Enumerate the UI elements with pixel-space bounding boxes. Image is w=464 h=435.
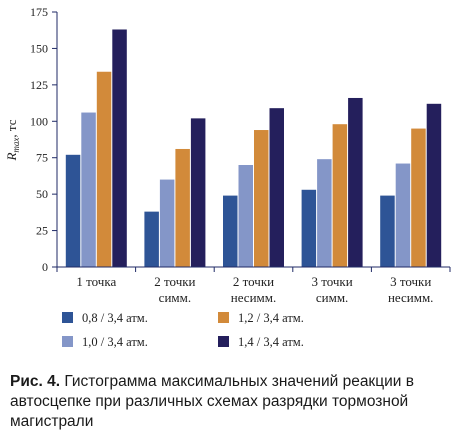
figure-number: Рис. 4. <box>10 373 61 390</box>
y-tick-label: 50 <box>36 187 48 201</box>
bar <box>190 118 206 267</box>
x-tick-label: 2 точки симм. <box>154 274 195 305</box>
y-tick-label: 25 <box>36 224 48 238</box>
legend-swatch <box>218 336 229 347</box>
bar <box>159 179 175 267</box>
y-axis: 0 25 50 75 100 125 150 175 <box>30 5 58 274</box>
y-axis-label: Rmax, тс <box>4 119 21 161</box>
bar-chart: Rmax, тс 0 25 50 75 100 125 150 175 1 точка 2 то… <box>4 5 451 349</box>
legend: 0,8 / 3,4 атм. 1,2 / 3,4 атм. 1,0 / 3,4 ат… <box>62 311 304 349</box>
bar <box>175 148 190 267</box>
y-axis-label-unit: , тс <box>4 119 19 137</box>
legend-label: 1,4 / 3,4 атм. <box>238 335 304 349</box>
bar <box>144 211 159 267</box>
y-tick-label: 75 <box>36 151 48 165</box>
bar <box>380 195 395 267</box>
legend-swatch <box>62 312 73 323</box>
figure-caption-text: Гистограмма максимальных значений реакци… <box>10 373 414 430</box>
legend-label: 1,2 / 3,4 атм. <box>238 311 304 325</box>
x-tick-label: 3 точки симм. <box>311 274 352 305</box>
legend-label: 0,8 / 3,4 атм. <box>82 311 148 325</box>
bar <box>395 163 411 267</box>
bar <box>96 71 112 267</box>
y-tick-label: 125 <box>30 78 48 92</box>
x-axis: 1 точка 2 точки симм. 2 точки несимм. 3 точки… <box>56 266 451 305</box>
y-tick-label: 150 <box>30 41 48 55</box>
bar <box>301 189 317 267</box>
y-tick-label: 0 <box>42 260 48 274</box>
bar <box>317 159 332 267</box>
figure-caption: Рис. 4. Гистограмма максимальных значени… <box>10 372 456 432</box>
legend-swatch <box>62 336 73 347</box>
bar <box>238 165 253 267</box>
x-tick-label: 2 точки несимм. <box>231 274 276 305</box>
legend-label: 1,0 / 3,4 атм. <box>82 335 148 349</box>
bar <box>81 112 96 268</box>
bar <box>254 130 269 267</box>
bar <box>411 128 426 267</box>
y-axis-label-main: R <box>4 153 19 162</box>
y-tick-label: 100 <box>30 114 48 128</box>
bar <box>112 29 127 267</box>
y-axis-label-subscript: max <box>11 138 21 153</box>
bar <box>223 195 238 267</box>
y-tick-label: 175 <box>30 5 48 19</box>
bar <box>332 124 348 267</box>
legend-swatch <box>218 312 229 323</box>
bar <box>269 108 284 268</box>
x-tick-label: 1 точка <box>76 274 116 289</box>
bar <box>426 103 442 267</box>
bar <box>65 154 81 267</box>
bars <box>65 29 442 268</box>
y-axis-title: Rmax, тс <box>4 119 21 161</box>
bar <box>348 97 363 267</box>
x-tick-label: 3 точки несимм. <box>388 274 433 305</box>
